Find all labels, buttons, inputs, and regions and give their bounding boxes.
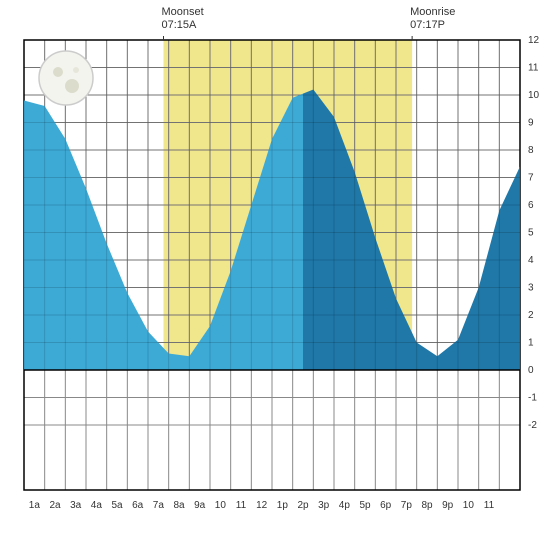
y-tick: 1 (528, 338, 534, 349)
y-tick: 3 (528, 283, 534, 294)
x-tick: 2p (297, 500, 309, 511)
moonset-title: Moonset (162, 6, 204, 18)
x-tick: 3a (70, 500, 82, 511)
y-tick: 11 (528, 63, 539, 74)
moonrise-time: 07:17P (410, 19, 455, 32)
chart-svg: 1a2a3a4a5a6a7a8a9a1011121p2p3p4p5p6p7p8p… (0, 0, 550, 550)
x-tick: 7a (153, 500, 165, 511)
moon-icon (39, 51, 93, 105)
y-tick: 8 (528, 145, 534, 156)
moonset-label: Moonset 07:15A (162, 6, 204, 32)
x-tick: 5a (111, 500, 123, 511)
x-tick: 2a (49, 500, 61, 511)
x-tick: 4p (339, 500, 351, 511)
x-tick: 3p (318, 500, 330, 511)
x-tick: 11 (484, 500, 495, 511)
x-tick: 8a (173, 500, 185, 511)
x-tick: 1a (29, 500, 41, 511)
x-tick: 8p (421, 500, 433, 511)
x-tick: 7p (401, 500, 413, 511)
y-tick: 10 (528, 90, 540, 101)
y-tick: 9 (528, 118, 534, 129)
x-tick: 10 (215, 500, 227, 511)
x-tick: 10 (463, 500, 475, 511)
y-tick: 0 (528, 365, 534, 376)
y-tick: 6 (528, 200, 534, 211)
y-tick: 4 (528, 255, 534, 266)
x-tick: 6a (132, 500, 144, 511)
y-tick: 12 (528, 35, 540, 46)
y-tick: 2 (528, 310, 534, 321)
x-tick: 11 (236, 500, 247, 511)
x-tick: 12 (256, 500, 268, 511)
moonrise-label: Moonrise 07:17P (410, 6, 455, 32)
x-tick: 1p (277, 500, 289, 511)
tide-chart: 1a2a3a4a5a6a7a8a9a1011121p2p3p4p5p6p7p8p… (0, 0, 550, 550)
moonrise-title: Moonrise (410, 6, 455, 18)
x-tick: 9p (442, 500, 454, 511)
x-tick: 6p (380, 500, 392, 511)
y-tick: -1 (528, 393, 537, 404)
y-tick: 7 (528, 173, 534, 184)
y-tick: 5 (528, 228, 534, 239)
x-tick: 5p (359, 500, 371, 511)
y-tick: -2 (528, 420, 537, 431)
moonset-time: 07:15A (162, 19, 204, 32)
x-tick: 9a (194, 500, 206, 511)
x-tick: 4a (91, 500, 103, 511)
